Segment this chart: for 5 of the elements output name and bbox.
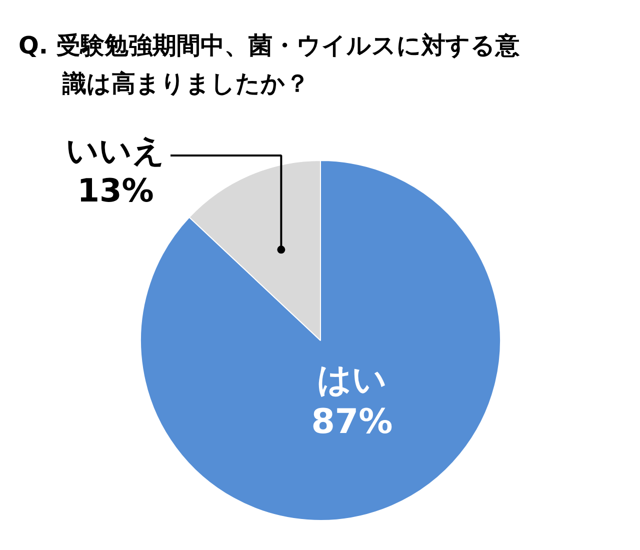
slice-label: はい <box>316 360 387 400</box>
slice-label: いいえ <box>66 132 165 170</box>
data-label: 87% <box>311 402 393 442</box>
chart-title: Q. 受験勉強期間中、菌・ウイルスに対する意識は高まりましたか？ <box>18 32 520 98</box>
data-label: 13% <box>77 172 154 210</box>
